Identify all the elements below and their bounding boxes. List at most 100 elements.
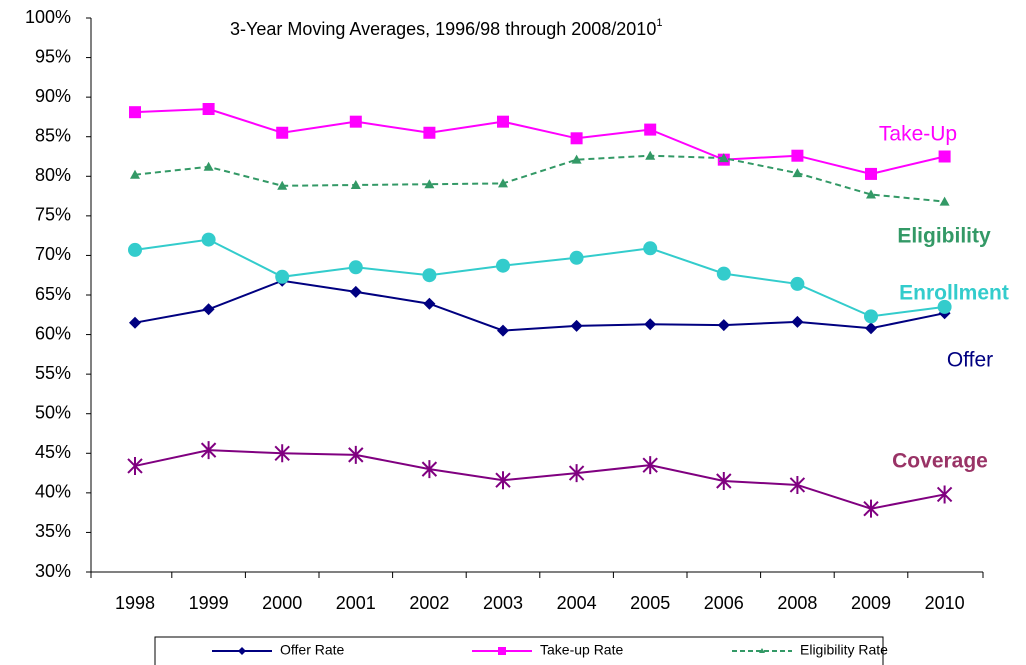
point (130, 169, 140, 179)
point (348, 260, 363, 275)
x-tick-label: 1999 (189, 593, 229, 613)
x-tick-label: 2003 (483, 593, 523, 613)
point (937, 299, 952, 314)
point (128, 242, 142, 257)
point (202, 103, 215, 116)
line (134, 449, 945, 510)
series (130, 150, 950, 206)
point (277, 180, 288, 190)
y-tick-label: 45% (35, 442, 71, 462)
point (348, 445, 364, 464)
point (644, 318, 657, 331)
point (498, 647, 506, 655)
x-tick-label: 2005 (630, 593, 670, 613)
x-tick-label: 2006 (704, 593, 744, 613)
point (790, 276, 805, 291)
legend-label: Eligibility Rate (800, 642, 888, 658)
point (570, 132, 583, 145)
legend-label: Offer Rate (280, 642, 345, 658)
y-tick-label: 65% (35, 284, 71, 304)
x-tick-label: 2004 (557, 593, 597, 613)
point (791, 149, 804, 162)
chart-title: 3-Year Moving Averages, 1996/98 through … (230, 17, 662, 39)
point (496, 258, 510, 273)
x-tick-label: 1998 (115, 593, 155, 613)
point (424, 179, 435, 189)
point (644, 123, 657, 136)
point (201, 232, 216, 247)
point (498, 178, 508, 188)
y-tick-label: 80% (35, 165, 71, 185)
point (203, 161, 214, 171)
line (134, 238, 945, 318)
point (863, 499, 879, 518)
annotation: Enrollment (899, 282, 1009, 305)
point (495, 471, 511, 490)
point (349, 115, 362, 128)
y-tick-label: 70% (35, 244, 71, 264)
line (134, 108, 945, 175)
point (423, 297, 436, 310)
point (129, 106, 141, 119)
point (129, 316, 141, 329)
point (200, 441, 217, 460)
point (568, 464, 585, 483)
y-tick-label: 100% (25, 7, 71, 27)
x-tick-label: 2008 (777, 593, 817, 613)
point (423, 126, 436, 139)
title-note: 1 (656, 17, 662, 29)
annotation: Offer (947, 349, 993, 372)
point (645, 150, 656, 160)
point (866, 189, 876, 199)
point (276, 126, 289, 139)
x-tick-label: 2001 (336, 593, 376, 613)
title-text: 3-Year Moving Averages, 1996/98 through … (230, 19, 656, 39)
series (129, 103, 951, 180)
y-tick-label: 75% (35, 205, 71, 225)
legend-label: Take-up Rate (540, 642, 623, 658)
point (571, 154, 582, 164)
y-tick-label: 90% (35, 86, 71, 106)
y-tick-label: 85% (35, 125, 71, 145)
point (421, 460, 438, 479)
point (127, 456, 143, 475)
point (716, 471, 732, 490)
point (791, 315, 804, 328)
point (938, 150, 951, 163)
legend: Offer Rate Take-up Rate Eligibility Rate (154, 636, 888, 665)
point (789, 475, 806, 494)
point (642, 456, 658, 475)
point (864, 309, 878, 324)
annotation: Take-Up (879, 123, 957, 146)
point (497, 115, 509, 128)
y-tick-label: 40% (35, 482, 71, 502)
point (716, 266, 731, 281)
point (570, 319, 583, 332)
y-tick-label: 35% (35, 521, 71, 541)
line (134, 279, 945, 332)
y-tick-label: 95% (35, 46, 71, 66)
point (936, 485, 953, 504)
point (569, 250, 584, 265)
annotation: Eligibility (897, 225, 991, 248)
point (349, 285, 362, 298)
y-tick-label: 55% (35, 363, 71, 383)
point (202, 303, 215, 316)
x-tick-label: 2000 (262, 593, 302, 613)
point (717, 319, 730, 332)
point (865, 322, 877, 335)
point (497, 324, 509, 337)
point (939, 196, 950, 206)
line (134, 154, 945, 203)
x-tick-label: 2009 (851, 593, 891, 613)
series (127, 441, 953, 518)
series (129, 274, 951, 337)
y-tick-label: 50% (35, 402, 71, 422)
point (865, 167, 877, 180)
point (643, 241, 658, 256)
y-tick-label: 30% (35, 561, 71, 581)
series (128, 232, 952, 324)
point (275, 269, 290, 284)
point (350, 179, 361, 189)
